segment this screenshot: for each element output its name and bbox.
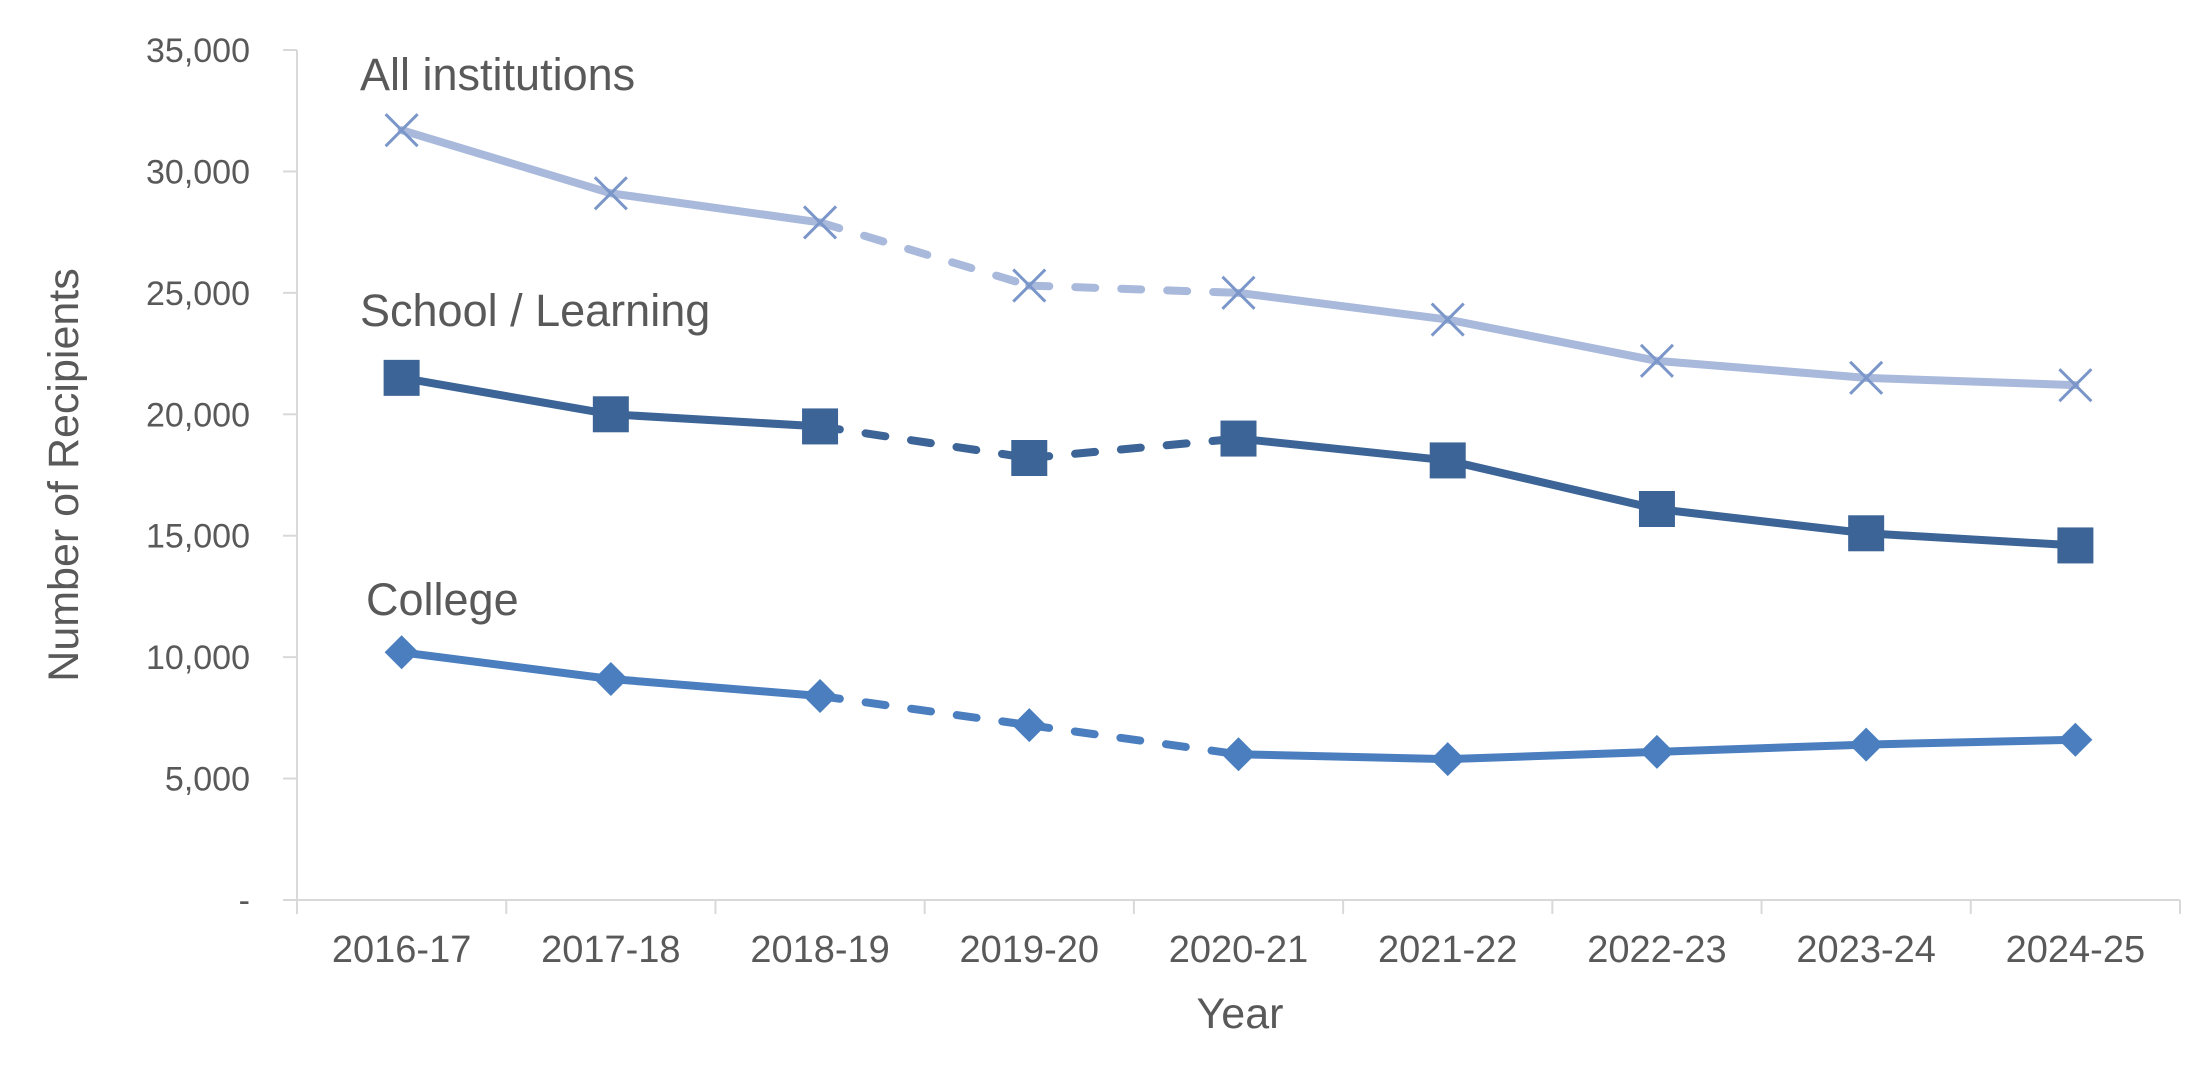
series-layer — [383, 113, 2094, 777]
data-point-x — [1430, 302, 1465, 337]
chart-axes — [296, 50, 2180, 901]
series-line-segment — [606, 675, 825, 700]
data-point-diamond — [384, 635, 419, 670]
series-line-segment — [1652, 740, 1871, 756]
data-point-x — [1639, 343, 1675, 378]
series-line-segment — [1025, 721, 1243, 759]
y-tick-label: 25,000 — [146, 275, 250, 313]
series-line-segment — [1862, 529, 2080, 550]
x-axis-title: Year — [1197, 990, 1284, 1038]
x-tick-label: 2017-18 — [541, 929, 680, 971]
x-tick-label: 2023-24 — [1796, 929, 1935, 971]
data-point-diamond — [803, 679, 838, 713]
series-line-segment — [1652, 356, 1871, 382]
data-point-square — [1220, 420, 1257, 457]
series-line-segment — [1443, 315, 1661, 365]
series-line-segment — [1234, 288, 1452, 324]
data-point-square — [1429, 442, 1466, 479]
series-line-segment — [397, 648, 615, 683]
x-tick-label: 2020-21 — [1169, 929, 1308, 971]
data-point-x — [2058, 368, 2093, 403]
series-line-segment — [606, 189, 825, 227]
y-tick-label: 10,000 — [146, 639, 250, 677]
data-point-diamond — [1221, 737, 1256, 772]
series-label-college: College — [366, 574, 519, 625]
series-label-school-learning: School / Learning — [360, 285, 710, 336]
y-tick-label: 30,000 — [146, 153, 250, 191]
series-line-segment — [1862, 373, 2080, 390]
data-point-x — [802, 205, 838, 240]
series-line-segment — [816, 692, 1034, 730]
series-line-segment — [606, 410, 825, 431]
data-point-diamond — [593, 662, 628, 696]
data-point-x — [384, 113, 419, 148]
series-line-segment — [816, 218, 1034, 290]
series-all-institutions — [384, 113, 2093, 403]
data-point-square — [592, 396, 629, 433]
x-tick-label: 2024-25 — [2006, 929, 2145, 971]
data-point-diamond — [1639, 734, 1674, 769]
data-point-square — [802, 408, 839, 445]
y-tick-label: 20,000 — [146, 396, 250, 434]
data-point-diamond — [1849, 727, 1884, 762]
y-tick-label: 15,000 — [146, 518, 250, 556]
series-line-segment — [1652, 505, 1871, 538]
y-tick-label: 5,000 — [165, 761, 250, 799]
y-tick-label: - — [239, 882, 250, 920]
y-axis-title: Number of Recipients — [40, 268, 88, 681]
data-point-x — [593, 176, 628, 211]
data-point-x — [1221, 275, 1256, 310]
data-point-diamond — [1430, 742, 1465, 777]
series-line-segment — [1234, 434, 1452, 465]
x-tick-label: 2022-23 — [1587, 929, 1726, 971]
series-school-learning — [383, 359, 2094, 564]
data-point-x — [1849, 360, 1884, 395]
x-tick-label: 2016-17 — [332, 929, 471, 971]
series-line-segment — [397, 373, 615, 419]
x-tick-label: 2019-20 — [960, 929, 1099, 971]
series-line-segment — [1443, 747, 1661, 764]
series-line-segment — [1025, 434, 1243, 462]
data-point-square — [1011, 440, 1048, 476]
series-line-segment — [1234, 750, 1452, 764]
series-line-segment — [397, 126, 615, 198]
series-line-segment — [1025, 281, 1243, 297]
series-line-segment — [1443, 456, 1661, 513]
data-point-square — [383, 359, 420, 396]
y-axis-ticks: - 5,000 10,000 15,000 20,000 25,000 30,000 35,0… — [146, 32, 297, 920]
y-tick-label: 35,000 — [146, 32, 250, 70]
series-label-all-institutions: All institutions — [360, 49, 635, 100]
data-point-square — [1638, 491, 1675, 527]
data-point-square — [2057, 527, 2094, 564]
x-tick-label: 2018-19 — [750, 929, 889, 971]
x-axis-ticks: 2016-17 2017-18 2018-19 2019-20 2020-21 2021-… — [296, 900, 2181, 971]
data-point-square — [1848, 515, 1885, 552]
data-point-diamond — [1012, 708, 1047, 743]
series-line-segment — [816, 422, 1034, 462]
series-college — [384, 635, 2093, 777]
series-line-segment — [1862, 735, 2080, 749]
data-point-x — [1012, 268, 1047, 303]
x-tick-label: 2021-22 — [1378, 929, 1517, 971]
data-point-diamond — [2058, 722, 2093, 757]
